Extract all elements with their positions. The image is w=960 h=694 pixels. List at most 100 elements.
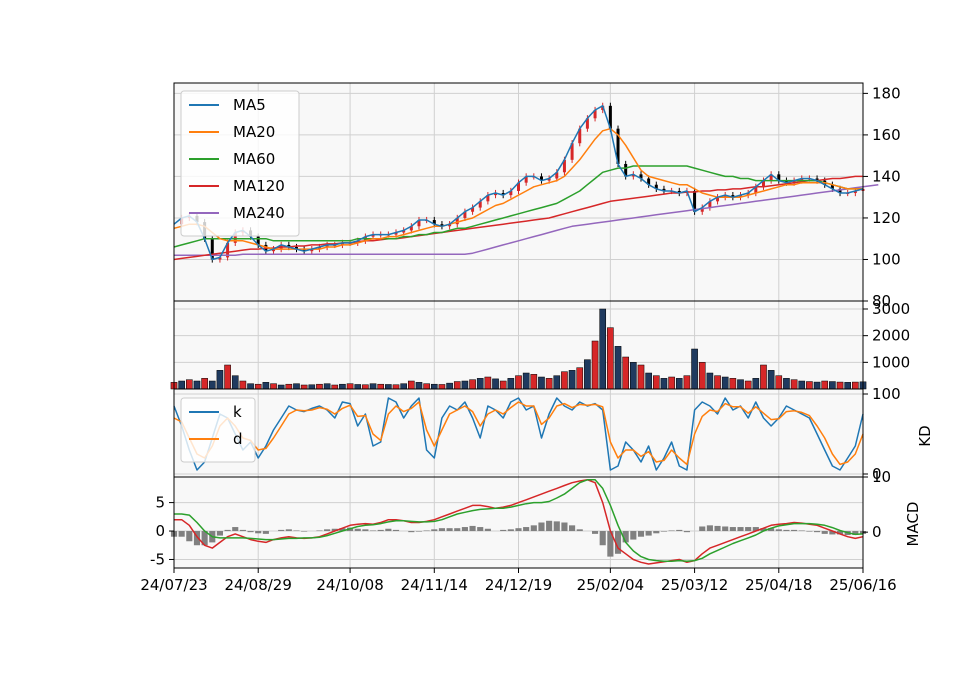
macd-histogram-bar	[224, 529, 231, 532]
candle-body	[769, 174, 773, 181]
macd-histogram-bar	[768, 528, 775, 532]
volume-bar	[392, 384, 400, 390]
candle-body	[608, 105, 612, 129]
macd-right-y-tick-label: 0	[872, 523, 882, 541]
volume-bar	[178, 380, 185, 390]
volume-bar	[193, 380, 201, 390]
series-line-d	[173, 401, 864, 466]
macd-histogram-bar	[829, 531, 836, 535]
volume-bar	[821, 380, 829, 390]
macd-histogram-bar	[285, 529, 292, 532]
volume-bar	[584, 359, 591, 390]
macd-histogram-bar	[745, 527, 752, 532]
macd-histogram-bar	[385, 528, 392, 532]
macd-histogram-bar	[791, 529, 798, 532]
volume-bar	[262, 382, 270, 390]
macd-histogram-bar	[591, 531, 599, 534]
macd-histogram-bar	[431, 529, 438, 532]
volume-bar	[254, 383, 262, 390]
candle-body	[256, 236, 260, 245]
volume-bar	[476, 378, 484, 390]
macd-histogram-bar	[676, 529, 683, 532]
price-y-tick-label: 160	[872, 126, 901, 144]
candle-body	[662, 188, 666, 191]
volume-bar	[752, 378, 760, 390]
volume-bar	[362, 384, 369, 390]
candle-body	[616, 128, 620, 164]
volume-bar	[484, 376, 492, 390]
volume-bar	[224, 364, 231, 390]
volume-bar	[721, 376, 729, 390]
price-y-tick-label: 140	[872, 167, 901, 185]
macd-histogram-bar	[553, 521, 560, 532]
candle-body	[302, 249, 306, 252]
volume-bar	[308, 384, 316, 390]
macd-histogram-bar	[798, 530, 805, 532]
volume-bar	[285, 383, 293, 390]
macd-histogram-bar	[216, 531, 223, 536]
volume-bar	[515, 375, 522, 390]
candle-body	[578, 128, 582, 144]
volume-bar	[836, 381, 844, 390]
volume-bar	[852, 381, 859, 390]
volume-bar	[208, 380, 216, 390]
macd-histogram-bar	[262, 531, 269, 534]
legend-label: MA60	[233, 150, 275, 168]
series-line-ma60	[173, 165, 863, 248]
macd-histogram-bar	[232, 527, 239, 532]
x-tick-label: 24/10/08	[316, 576, 383, 594]
volume-bar	[185, 379, 193, 390]
macd-histogram-bar	[630, 531, 637, 540]
volume-bar	[453, 381, 461, 390]
volume-bar	[300, 384, 308, 390]
kd-legend-box	[180, 397, 256, 463]
volume-bar	[507, 378, 515, 390]
candle-body	[639, 174, 643, 179]
candle-body	[394, 232, 398, 235]
macd-histogram-bar	[775, 529, 782, 532]
volume-bar	[216, 370, 224, 390]
axis-layer: 24/07/23 24/08/29 24/10/08 24/11/14 24/12/19…	[140, 84, 910, 594]
legend-label: MA240	[233, 204, 285, 222]
candle-body	[800, 178, 804, 181]
macd-histogram-bar	[546, 520, 553, 532]
macd-histogram-bar	[369, 530, 377, 532]
volume-bar	[270, 383, 277, 390]
macd-histogram-bar	[324, 529, 331, 532]
volume-bar	[829, 381, 836, 390]
kd-y-tick-label: 0	[872, 465, 882, 483]
candle-body	[371, 234, 375, 237]
legend-layer: MA5 MA20 MA60 MA120 MA240 kd	[180, 90, 300, 463]
volume-bar	[430, 383, 438, 390]
volume-bar	[316, 383, 323, 390]
candle-body	[555, 172, 559, 179]
macd-histogram-bar	[614, 531, 622, 554]
candle-body	[647, 178, 651, 185]
volume-bar	[675, 378, 683, 390]
macd-histogram-bar	[377, 529, 384, 532]
candle-body	[792, 180, 796, 183]
candle-body	[471, 207, 475, 212]
candle-body	[570, 143, 574, 160]
candle-body	[853, 190, 857, 194]
candle-body	[210, 238, 214, 260]
volume-bar	[377, 383, 385, 390]
candle-body	[218, 257, 222, 260]
volume-bar	[247, 383, 254, 390]
kd-axis-label: KD	[916, 425, 934, 446]
macd-histogram-bar	[607, 531, 614, 557]
macd-histogram-bar	[668, 530, 675, 532]
macd-histogram-bar	[806, 531, 813, 532]
macd-left-y-tick-label: 5	[155, 494, 165, 512]
price-y-tick-label: 100	[872, 250, 901, 268]
price-legend: MA5 MA20 MA60 MA120 MA240	[180, 90, 300, 237]
candle-body	[754, 186, 758, 194]
candle-body	[409, 226, 413, 231]
candle-body	[815, 178, 819, 181]
macd-histogram-bar	[706, 525, 713, 532]
macd-histogram-bar	[239, 529, 246, 532]
candle-body	[716, 197, 720, 202]
macd-histogram-bar	[331, 528, 338, 532]
macd-histogram-bar	[576, 529, 583, 532]
